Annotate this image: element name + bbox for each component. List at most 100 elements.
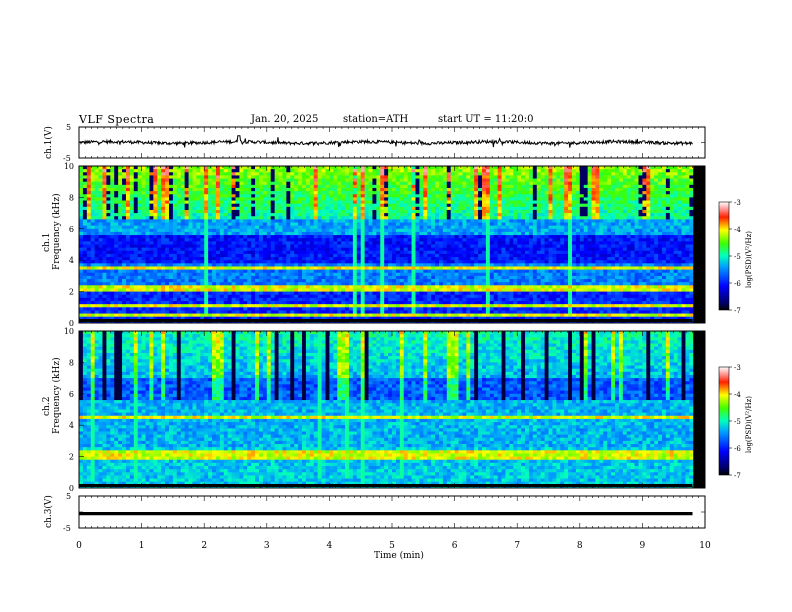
spectrogram-cell	[125, 231, 131, 236]
spectrogram-cell	[231, 175, 236, 179]
spectrogram-cell	[278, 228, 283, 233]
spectrogram-cell	[114, 172, 119, 176]
spectrogram-cell	[176, 216, 182, 220]
spectrogram-cell	[184, 231, 189, 236]
spectrogram-cell	[212, 247, 217, 252]
spectrogram-cell	[305, 225, 311, 230]
spectrogram-cell	[129, 231, 135, 236]
spectrogram-cell	[474, 181, 479, 186]
spectrogram-cell	[466, 238, 471, 242]
spectrogram-cell	[540, 200, 545, 205]
spectrogram-cell	[685, 209, 690, 214]
spectrogram-cell	[313, 216, 319, 220]
spectrogram-cell	[697, 253, 702, 258]
spectrogram-cell	[642, 225, 647, 230]
spectrogram-cell	[419, 172, 424, 176]
spectrogram-cell	[638, 166, 643, 170]
spectrogram-cell	[450, 200, 455, 205]
spectrogram-cell	[161, 241, 166, 245]
spectrogram-cell	[145, 203, 150, 208]
spectrogram-cell	[208, 228, 213, 233]
spectrogram-cell	[661, 228, 667, 233]
spectrogram-cell	[450, 253, 455, 258]
spectrogram-cell	[450, 187, 455, 192]
spectrogram-cell	[133, 209, 139, 214]
spectrogram-cell	[478, 166, 483, 170]
spectrogram-cell	[525, 213, 530, 217]
spectrogram-cell	[658, 225, 663, 230]
spectrogram-cell	[145, 241, 150, 245]
spectrogram-cell	[517, 187, 522, 192]
spectrogram-cell	[133, 216, 139, 220]
spectrogram-cell	[478, 175, 483, 179]
spectrogram-cell	[505, 219, 510, 223]
spectrogram-cell	[337, 231, 342, 236]
spectrogram-cell	[137, 184, 142, 189]
spectrogram-cell	[251, 209, 256, 214]
spectrogram-cell	[697, 225, 702, 230]
spectrogram-cell	[262, 231, 268, 236]
spectrogram-cell	[208, 257, 213, 261]
spectrogram-cell	[446, 244, 452, 249]
spectrogram-cell	[399, 253, 405, 258]
spectrogram-cell	[446, 194, 452, 198]
spectrogram-cell	[149, 178, 154, 183]
spectrogram-cell	[223, 231, 229, 236]
spectrogram-cell	[200, 241, 205, 245]
spectrogram-cell	[630, 172, 635, 176]
spectrogram-cell	[388, 175, 393, 179]
spectrogram-cell	[231, 209, 236, 214]
spectrogram-cell	[681, 250, 686, 255]
spectrogram-cell	[411, 197, 416, 201]
spectrogram-cell	[290, 213, 295, 217]
spectrogram-cell	[615, 191, 620, 195]
spectrogram-cell	[411, 194, 416, 198]
spectrogram-cell	[79, 197, 84, 201]
spectrogram-cell	[685, 194, 690, 198]
spectrogram-cell	[466, 169, 471, 173]
spectrogram-cell	[102, 169, 107, 173]
spectrogram-cell	[568, 175, 573, 179]
spectrogram-cell	[251, 238, 256, 242]
spectrogram-cell	[145, 206, 150, 211]
spectrogram-cell	[427, 209, 432, 214]
spectrogram-cell	[454, 241, 459, 245]
spectrogram-cell	[384, 194, 389, 198]
spectrogram-cell	[294, 219, 299, 223]
spectrogram-cell	[133, 225, 139, 230]
spectrogram-cell	[693, 209, 698, 214]
spectrogram-cell	[98, 206, 103, 211]
spectrogram-cell	[79, 219, 84, 223]
spectrogram-cell	[302, 257, 307, 261]
spectrogram-cell	[411, 219, 416, 223]
spectrogram-cell	[497, 222, 502, 227]
spectrogram-cell	[677, 247, 682, 252]
spectrogram-cell	[274, 238, 279, 242]
spectrogram-cell	[274, 175, 279, 179]
spectrogram-cell	[388, 253, 393, 258]
spectrogram-cell	[262, 225, 268, 230]
spectrogram-cell	[532, 244, 538, 249]
spectrogram-cell	[333, 172, 338, 176]
spectrogram-cell	[333, 216, 338, 220]
spectrogram-cell	[329, 247, 334, 252]
spectrogram-cell	[231, 253, 236, 258]
spectrogram-cell	[208, 247, 213, 252]
spectrogram-cell	[693, 166, 698, 170]
spectrogram-cell	[446, 175, 452, 179]
spectrogram-cell	[278, 216, 283, 220]
spectrogram-cell	[501, 235, 506, 239]
spectrogram-cell	[466, 222, 471, 227]
spectrogram-cell	[517, 253, 522, 258]
spectrogram-cell	[665, 235, 671, 239]
ch1-waveform-panel: 5 -5 ch.1(V)	[43, 123, 706, 163]
spectrogram-cell	[337, 244, 342, 249]
spectrogram-cell	[388, 194, 393, 198]
spectrogram-cell	[474, 225, 479, 230]
spectrogram-cell	[223, 172, 229, 176]
spectrogram-cell	[556, 250, 561, 255]
spectrogram-cell	[376, 194, 381, 198]
spectrogram-cell	[329, 222, 334, 227]
spectrogram-cell	[102, 244, 107, 249]
spectrogram-cell	[145, 172, 150, 176]
